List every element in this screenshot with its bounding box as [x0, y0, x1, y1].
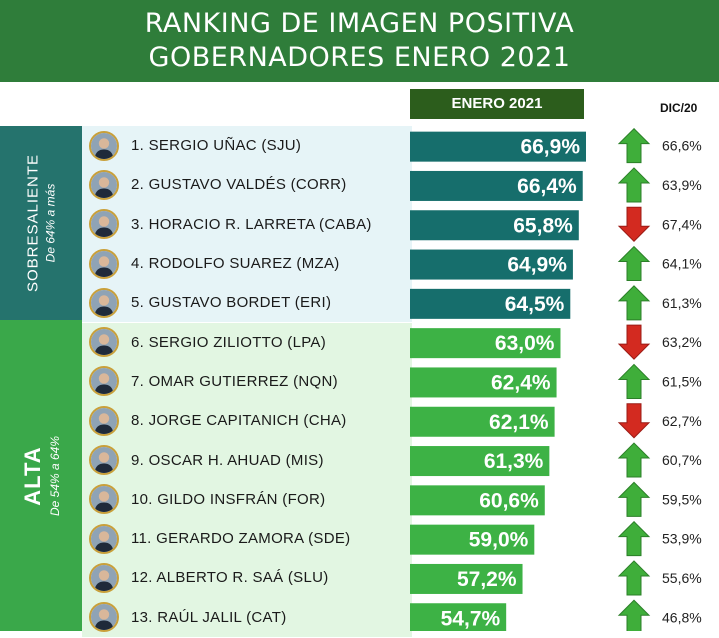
table-row: 2. GUSTAVO VALDÉS (CORR): [82, 165, 412, 206]
governor-name: 2. GUSTAVO VALDÉS (CORR): [131, 176, 347, 194]
governor-name: 12. ALBERTO R. SAÁ (SLU): [131, 569, 329, 587]
governor-name: 7. OMAR GUTIERREZ (NQN): [131, 372, 338, 390]
governor-name: 11. GERARDO ZAMORA (SDE): [131, 530, 351, 548]
group-name: SOBRESALIENTE: [24, 153, 42, 293]
chart-title-line-1: RANKING DE IMAGEN POSITIVA: [144, 8, 575, 39]
avatar: [89, 405, 119, 436]
governor-name: 4. RODOLFO SUAREZ (MZA): [131, 255, 340, 273]
avatar: [89, 602, 119, 633]
header-current-period: ENERO 2021: [410, 89, 584, 119]
governor-name: 3. HORACIO R. LARRETA (CABA): [131, 215, 372, 233]
table-row: 7. OMAR GUTIERREZ (NQN): [82, 361, 412, 403]
table-row: 9. OSCAR H. AHUAD (MIS): [82, 440, 412, 481]
avatar: [89, 523, 119, 554]
chart-title-line-2: GOBERNADORES ENERO 2021: [148, 42, 571, 73]
avatar: [89, 445, 119, 476]
table-row: 4. RODOLFO SUAREZ (MZA): [82, 243, 412, 285]
table-row: 13. RAÚL JALIL (CAT): [82, 597, 412, 638]
group-name: ALTA: [20, 445, 45, 506]
governor-name: 8. JORGE CAPITANICH (CHA): [131, 412, 347, 430]
group-range: De 64% a más: [43, 183, 58, 263]
table-row: 1. SERGIO UÑAC (SJU): [82, 126, 412, 167]
title-banner: RANKING DE IMAGEN POSITIVA GOBERNADORES …: [0, 0, 719, 82]
governor-name: 9. OSCAR H. AHUAD (MIS): [131, 451, 324, 469]
header-previous-period: DIC/20: [660, 101, 698, 115]
avatar: [89, 209, 119, 240]
avatar: [89, 327, 119, 358]
avatar: [89, 484, 119, 515]
avatar: [89, 169, 119, 200]
table-row: 3. HORACIO R. LARRETA (CABA): [82, 204, 412, 245]
governor-name: 10. GILDO INSFRÁN (FOR): [131, 490, 326, 508]
governor-name: 6. SERGIO ZILIOTTO (LPA): [131, 333, 327, 351]
avatar: [89, 366, 119, 397]
governor-name: 13. RAÚL JALIL (CAT): [131, 608, 287, 626]
table-row: 8. JORGE CAPITANICH (CHA): [82, 401, 412, 442]
table-row: 11. GERARDO ZAMORA (SDE): [82, 519, 412, 560]
governor-name: 1. SERGIO UÑAC (SJU): [131, 137, 302, 155]
avatar: [89, 562, 119, 593]
group-label-alta: ALTA De 54% a 64%: [0, 320, 82, 631]
table-row: 6. SERGIO ZILIOTTO (LPA): [82, 322, 412, 363]
table-row: 12. ALBERTO R. SAÁ (SLU): [82, 558, 412, 599]
group-label-sobresaliente: SOBRESALIENTE De 64% a más: [0, 126, 82, 320]
avatar: [89, 248, 119, 279]
avatar: [89, 287, 119, 318]
table-row: 5. GUSTAVO BORDET (ERI): [82, 283, 412, 324]
avatar: [89, 130, 119, 161]
group-range: De 54% a 64%: [48, 435, 62, 516]
governor-name: 5. GUSTAVO BORDET (ERI): [131, 294, 332, 312]
ranking-rows: 1. SERGIO UÑAC (SJU) 2. GUSTAVO VALDÉS (C…: [82, 0, 719, 638]
table-row: 10. GILDO INSFRÁN (FOR): [82, 479, 412, 520]
